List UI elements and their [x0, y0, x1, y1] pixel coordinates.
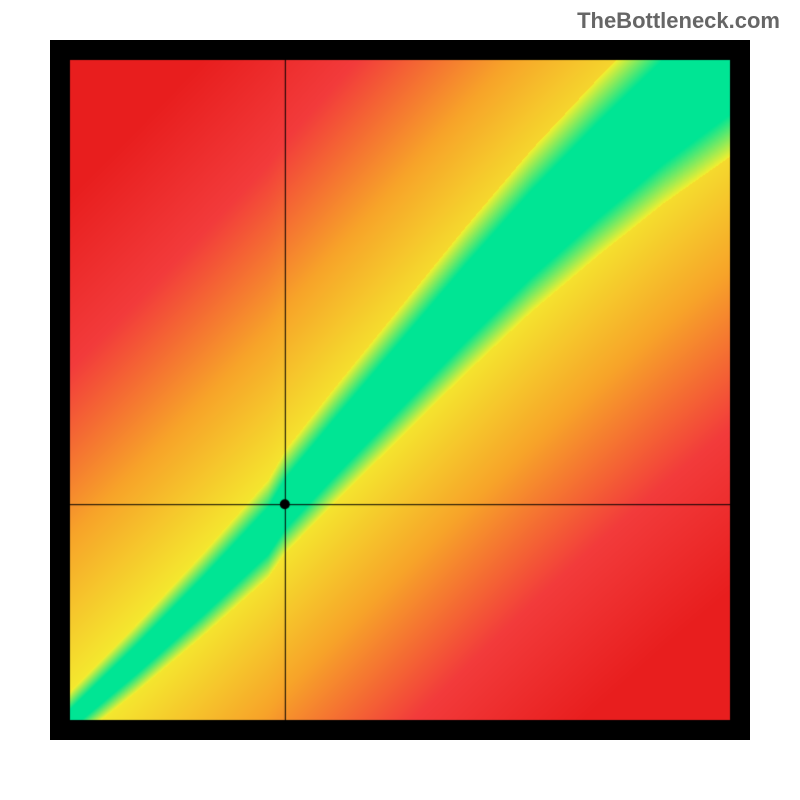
heatmap-canvas [50, 40, 750, 740]
watermark-text: TheBottleneck.com [577, 8, 780, 34]
heatmap-plot [50, 40, 750, 740]
chart-container: TheBottleneck.com [0, 0, 800, 800]
